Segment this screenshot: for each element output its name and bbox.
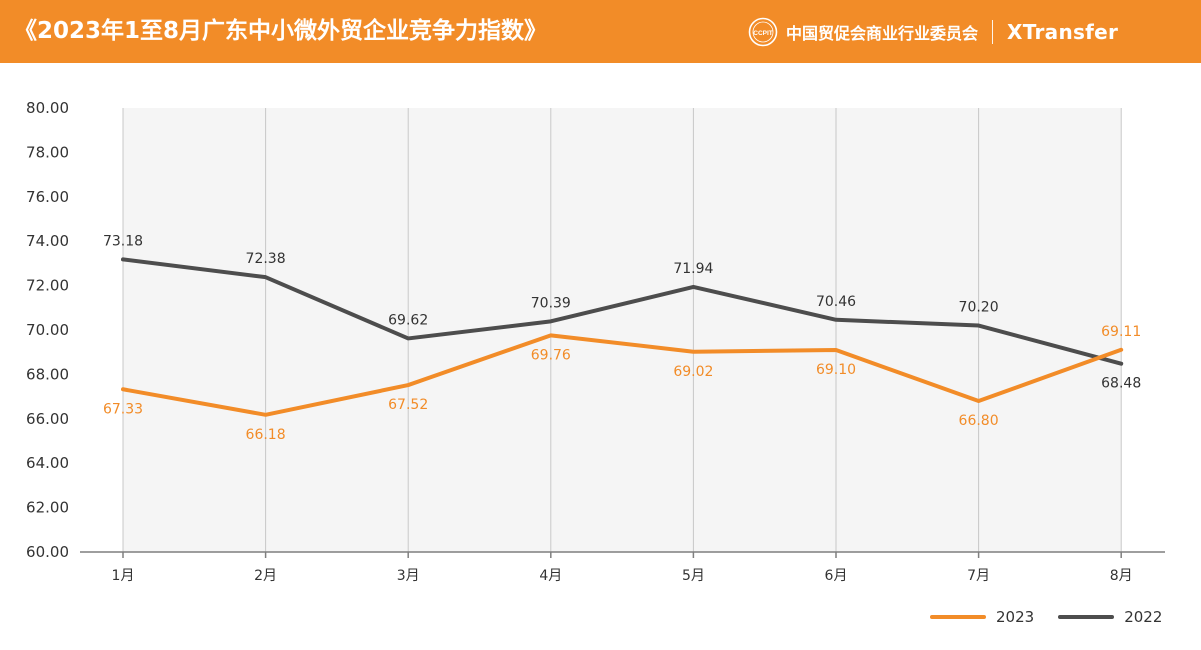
y-tick-label: 80.00: [26, 99, 69, 117]
ccpit-logo-text: CCPIT: [753, 30, 773, 37]
data-label-2022: 71.94: [673, 261, 713, 277]
x-tick-label: 6月: [825, 568, 848, 584]
data-label-2023: 69.10: [816, 362, 856, 378]
data-label-2023: 69.02: [673, 364, 713, 380]
x-tick-label: 3月: [397, 568, 420, 584]
data-label-2023: 66.18: [246, 427, 286, 443]
org-name: 中国贸促会商业行业委员会: [786, 23, 979, 43]
legend-label-2022: 2022: [1124, 608, 1163, 626]
y-tick-label: 68.00: [26, 365, 69, 383]
header-divider: [992, 19, 994, 44]
y-tick-label: 60.00: [26, 543, 69, 561]
page-title: 《2023年1至8月广东中小微外贸企业竞争力指数》: [14, 18, 548, 44]
legend-swatch-2022: [1058, 615, 1115, 619]
data-label-2022: 73.18: [103, 233, 143, 249]
data-label-2023: 67.52: [388, 397, 428, 413]
y-tick-label: 74.00: [26, 232, 69, 250]
y-tick-label: 72.00: [26, 277, 69, 295]
y-tick-label: 64.00: [26, 454, 69, 472]
data-label-2022: 69.62: [388, 312, 428, 328]
y-tick-label: 62.00: [26, 499, 69, 517]
legend-label-2023: 2023: [996, 608, 1035, 626]
data-label-2023: 66.80: [959, 413, 999, 429]
plot-area: [123, 108, 1122, 552]
data-label-2023: 67.33: [103, 401, 143, 417]
x-tick-label: 7月: [967, 568, 990, 584]
brand-name: XTransfer: [1007, 19, 1119, 44]
y-tick-label: 78.00: [26, 143, 69, 161]
data-label-2022: 70.46: [816, 294, 856, 310]
data-label-2023: 69.76: [531, 347, 571, 363]
chart-legend: 2023 2022: [930, 608, 1162, 626]
data-label-2022: 68.48: [1101, 376, 1141, 392]
x-tick-label: 2月: [254, 568, 277, 584]
data-label-2022: 72.38: [246, 251, 286, 267]
series-line-2022: [121, 257, 1124, 366]
legend-item-2022: 2022: [1058, 608, 1162, 626]
data-label-2023: 69.11: [1101, 324, 1141, 340]
series-line-2023: [121, 333, 1124, 417]
legend-swatch-2023: [930, 615, 986, 619]
org-branding: CCPIT 中国贸促会商业行业委员会 XTransfer: [748, 0, 1118, 63]
ccpit-logo-icon: CCPIT: [748, 17, 778, 46]
legend-item-2023: 2023: [930, 608, 1034, 626]
x-tick-label: 4月: [539, 568, 562, 584]
y-tick-label: 76.00: [26, 188, 69, 206]
header-banner: 《2023年1至8月广东中小微外贸企业竞争力指数》 CCPIT 中国贸促会商业行…: [0, 0, 1201, 63]
data-label-2022: 70.20: [959, 300, 999, 316]
y-tick-label: 70.00: [26, 321, 69, 339]
x-tick-label: 5月: [682, 568, 705, 584]
x-tick-label: 1月: [112, 568, 135, 584]
data-label-2022: 70.39: [531, 295, 571, 311]
line-chart: 1月 2月 3月 4月 5月 6月 7月 8月 60.00 62.00 64.00 66.00 68.0…: [26, 99, 1165, 584]
y-tick-label: 66.00: [26, 410, 69, 428]
x-tick-label: 8月: [1110, 568, 1133, 584]
